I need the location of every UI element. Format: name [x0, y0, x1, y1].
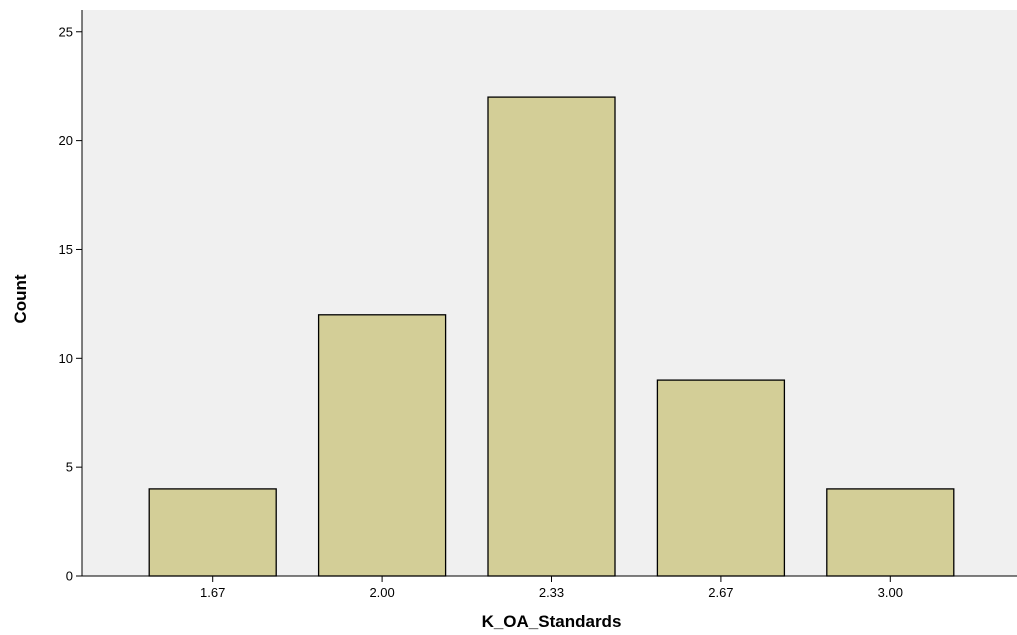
y-axis-ticks: 0 5 10 15 20 25 [59, 24, 82, 584]
y-tick-label: 20 [59, 133, 73, 148]
bars-layer [148, 96, 955, 577]
x-tick-label: 2.33 [539, 585, 564, 600]
x-axis-title: K_OA_Standards [482, 612, 622, 631]
bar-2.33 [487, 96, 616, 577]
bar-1.67 [148, 488, 277, 577]
x-tick-label: 3.00 [878, 585, 903, 600]
y-tick-label: 15 [59, 242, 73, 257]
bar-2.00 [317, 314, 447, 577]
x-tick-label: 2.67 [708, 585, 733, 600]
y-tick-label: 0 [66, 569, 73, 584]
x-tick-label: 1.67 [200, 585, 225, 600]
x-axis-ticks: 1.67 2.00 2.33 2.67 3.00 [200, 576, 903, 600]
y-axis-title: Count [11, 274, 30, 323]
y-tick-label: 5 [66, 460, 73, 475]
y-tick-label: 25 [59, 24, 73, 39]
bar-3.00 [826, 488, 955, 577]
bar-2.67 [656, 379, 786, 577]
x-tick-label: 2.00 [369, 585, 394, 600]
y-tick-label: 10 [59, 351, 73, 366]
